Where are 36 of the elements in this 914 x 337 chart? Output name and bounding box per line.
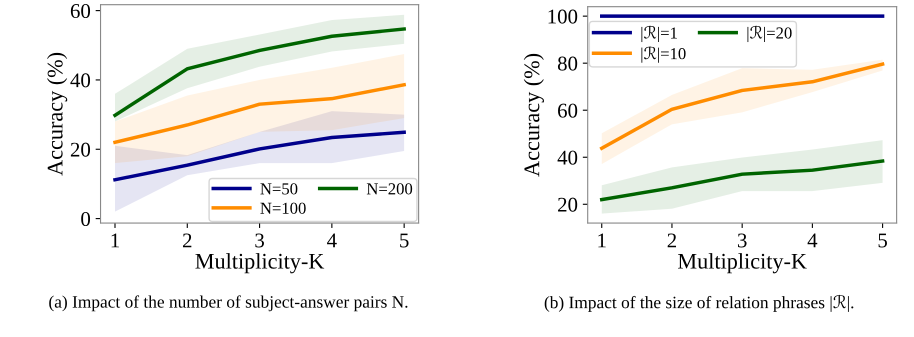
y-tick-label: 40: [558, 150, 578, 165]
x-tick-label: 1: [598, 234, 606, 248]
y-tick-label: 20: [558, 198, 578, 212]
x-tick-label: 2: [182, 233, 192, 248]
y-tick-label: 80: [558, 56, 578, 71]
x-tick-label: 2: [668, 233, 676, 248]
legend-label: N=50: [260, 183, 298, 194]
x-tick-label: 4: [808, 234, 818, 248]
y-tick-label: 100: [548, 10, 578, 24]
y-tick-label: 60: [70, 4, 90, 18]
x-tick-label: 4: [327, 234, 337, 248]
y-axis-title: Accuracy (%): [46, 52, 68, 176]
line-series: [113, 130, 406, 182]
legend-label: N=100: [260, 202, 306, 214]
x-axis-title: Multiplicity-K: [195, 253, 324, 274]
y-axis-title: Accuracy (%): [524, 54, 544, 177]
x-axis-title: Multiplicity-K: [678, 253, 807, 274]
y-tick-label: 60: [558, 104, 578, 118]
legend-label: |ℛ|=20: [747, 26, 792, 42]
x-tick-label: 3: [255, 233, 264, 248]
line-series: [600, 159, 884, 202]
line-series: [600, 62, 884, 150]
legend-label: |ℛ|=1: [641, 26, 677, 42]
legend-label: N=200: [366, 183, 412, 194]
y-tick-label: 20: [70, 142, 90, 157]
line-series: [113, 83, 406, 144]
x-tick-label: 1: [112, 234, 119, 248]
x-tick-label: 5: [878, 234, 887, 248]
line-series: [113, 27, 406, 118]
x-tick-label: 3: [738, 233, 747, 248]
y-tick-label: 0: [81, 212, 90, 226]
text: (b) Impact of the size of relation phrases |ℛ|.: [544, 294, 854, 312]
y-tick-label: 40: [70, 73, 90, 88]
text: (a) Impact of the number of subject-answer pairs N.: [49, 295, 408, 312]
x-tick-label: 5: [400, 234, 409, 248]
legend-label: |ℛ|=10: [641, 46, 686, 63]
